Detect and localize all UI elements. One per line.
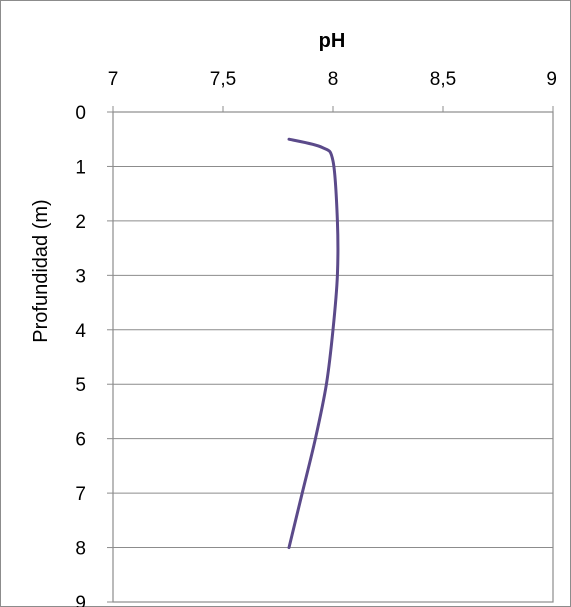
x-tick-label: 7,5 [210, 69, 236, 90]
y-tick-label: 9 [75, 593, 86, 607]
x-tick-label: 8,5 [430, 69, 456, 90]
y-axis-title: Profundidad (m) [30, 199, 52, 342]
y-tick-label: 6 [75, 430, 86, 451]
y-tick-label: 2 [75, 212, 86, 233]
x-axis-title: pH [319, 30, 346, 52]
y-tick-label: 3 [75, 266, 86, 287]
y-tick-label: 5 [75, 375, 86, 396]
y-tick-label: 1 [75, 157, 86, 178]
tick-labels: 0 1 2 3 4 5 6 7 8 9 7 7,5 8 8,5 9 [75, 69, 557, 607]
y-tick-label: 8 [75, 539, 86, 560]
y-tick-label: 0 [75, 103, 86, 124]
plot-area [113, 112, 553, 602]
series-layer [288, 139, 338, 549]
x-tick-label: 7 [108, 69, 119, 90]
grid-lines [113, 166, 553, 547]
x-tick-label: 9 [546, 69, 557, 90]
series-line-0 [289, 139, 338, 547]
y-tick-label: 7 [75, 484, 86, 505]
x-tick-label: 8 [328, 69, 339, 90]
y-tick-label: 4 [75, 321, 86, 342]
